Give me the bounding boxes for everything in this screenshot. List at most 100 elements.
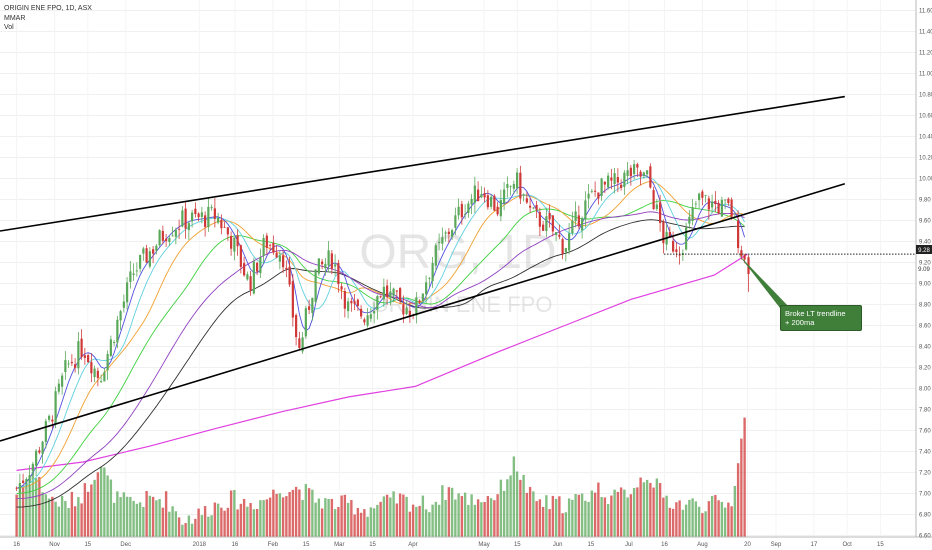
y-tick-label: 9.40 bbox=[919, 240, 931, 246]
volume-bar bbox=[554, 498, 558, 537]
y-tick-label: 8.80 bbox=[919, 303, 931, 309]
candle-body bbox=[64, 360, 67, 372]
volume-bar bbox=[93, 479, 96, 537]
volume-bar bbox=[707, 501, 711, 537]
volume-bar bbox=[145, 490, 148, 537]
volume-bar bbox=[38, 477, 41, 537]
candle-body bbox=[18, 482, 21, 493]
x-tick-label: Feb bbox=[268, 542, 279, 548]
candle-body bbox=[694, 203, 697, 205]
volume-bar bbox=[710, 495, 714, 537]
candle-body bbox=[171, 235, 174, 237]
last-price-label: 9.09 bbox=[918, 267, 930, 273]
candle-body bbox=[35, 450, 38, 466]
volume-bar bbox=[684, 504, 688, 537]
candle-body bbox=[555, 232, 558, 236]
volume-bar bbox=[51, 496, 54, 537]
volume-bar bbox=[405, 496, 408, 537]
candle-body bbox=[451, 230, 454, 237]
x-tick-label: Jul bbox=[625, 542, 633, 548]
candle-body bbox=[392, 288, 395, 296]
volume-bar bbox=[701, 513, 704, 537]
volume-bar bbox=[194, 518, 197, 537]
x-tick-label: Apr bbox=[408, 542, 417, 548]
candle-body bbox=[529, 205, 532, 208]
candle-body bbox=[720, 199, 723, 217]
x-tick-label: 15 bbox=[588, 542, 595, 548]
volume-bar bbox=[538, 499, 542, 537]
candle-body bbox=[187, 223, 190, 231]
y-tick-label: 10.00 bbox=[919, 177, 932, 183]
volume-bar bbox=[168, 511, 171, 537]
volume-bar bbox=[216, 503, 220, 537]
volume-bar bbox=[304, 484, 308, 537]
candle-body bbox=[317, 258, 320, 274]
annotation-callout[interactable]: Broke LT trendline + 200ma bbox=[780, 305, 862, 331]
volume-bar bbox=[545, 495, 548, 537]
x-tick-label: 15 bbox=[514, 542, 521, 548]
volume-bar bbox=[619, 487, 623, 537]
candle-body bbox=[321, 261, 324, 265]
volume-bar bbox=[402, 494, 405, 537]
volume-bar bbox=[376, 504, 379, 537]
candle-body bbox=[337, 262, 340, 285]
candle-body bbox=[165, 238, 168, 242]
candle-body bbox=[161, 230, 164, 241]
candle-body bbox=[714, 200, 717, 205]
candle-body bbox=[178, 228, 181, 230]
candle-body bbox=[369, 314, 372, 319]
candle-body bbox=[425, 282, 428, 295]
candle-body bbox=[418, 300, 421, 303]
indicator-label-vol: Vol bbox=[4, 24, 14, 31]
candle-body bbox=[610, 177, 613, 181]
candle-body bbox=[457, 206, 460, 216]
x-tick-label: Sep bbox=[771, 542, 782, 548]
volume-bar bbox=[369, 507, 373, 537]
y-tick-label: 11.20 bbox=[919, 51, 932, 57]
volume-bar bbox=[379, 501, 382, 537]
candle-body bbox=[399, 288, 402, 302]
volume-bar bbox=[421, 495, 425, 537]
volume-bar bbox=[174, 511, 178, 537]
candle-body bbox=[291, 281, 294, 318]
candle-body bbox=[538, 212, 541, 227]
volume-bar bbox=[203, 506, 207, 537]
candle-body bbox=[652, 190, 655, 210]
y-tick-label: 10.40 bbox=[919, 135, 932, 141]
volume-bar bbox=[580, 493, 584, 537]
volume-bar bbox=[64, 501, 67, 537]
candle-body bbox=[464, 214, 467, 215]
candle-body bbox=[168, 238, 171, 242]
volume-bar bbox=[109, 479, 113, 537]
x-tick-label: 15 bbox=[303, 542, 310, 548]
volume-bar bbox=[519, 479, 522, 537]
volume-bar bbox=[132, 500, 135, 537]
candle-body bbox=[659, 202, 662, 223]
volume-bar bbox=[613, 489, 616, 537]
volume-bar bbox=[252, 509, 256, 537]
candle-body bbox=[639, 171, 642, 177]
candle-body bbox=[353, 301, 356, 304]
volume-bar bbox=[717, 500, 720, 537]
volume-bar bbox=[155, 500, 158, 537]
candle-body bbox=[200, 212, 203, 217]
x-tick-label: 20 bbox=[744, 542, 751, 548]
volume-bar bbox=[57, 506, 61, 537]
candle-body bbox=[558, 234, 561, 237]
volume-bar bbox=[363, 509, 366, 537]
volume-bar bbox=[736, 463, 740, 537]
candle-body bbox=[470, 198, 473, 205]
volume-bar bbox=[678, 500, 681, 537]
y-tick-label: 9.60 bbox=[919, 219, 931, 225]
x-tick-label: 2018 bbox=[193, 542, 207, 548]
x-tick-label: 16 bbox=[232, 542, 239, 548]
x-tick-label: 15 bbox=[369, 542, 376, 548]
volume-bar bbox=[385, 494, 389, 537]
volume-bar bbox=[645, 479, 649, 537]
y-tick-label: 6.60 bbox=[919, 534, 931, 540]
volume-bar bbox=[106, 475, 109, 537]
volume-bar bbox=[496, 494, 499, 537]
volume-bar bbox=[392, 491, 395, 537]
volume-bar bbox=[151, 496, 155, 537]
